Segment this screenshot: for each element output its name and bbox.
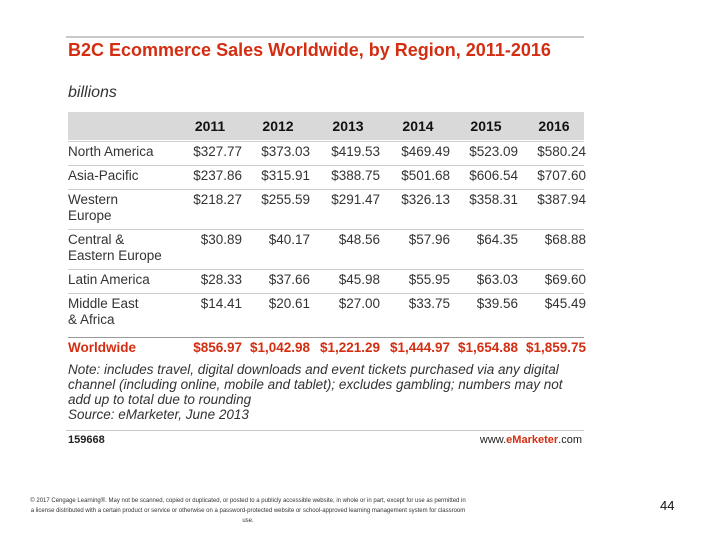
chart-id: 159668 [68,434,105,446]
cell: $63.03 [476,272,518,287]
cell: $39.56 [476,296,518,311]
copyright-notice: © 2017 Cengage Learning®. May not be sca… [30,498,466,524]
table-row: Central & Eastern Europe $30.89 $40.17 $… [68,229,586,270]
region-label: Latin America [68,272,150,287]
source-url: www.eMarketer.com [480,434,582,446]
year-header: 2016 [538,118,570,134]
figure-subtitle: billions [68,84,117,101]
year-header: 2013 [332,118,364,134]
cell: $33.75 [408,296,450,311]
region-label: Worldwide [68,340,137,355]
region-label: North America [68,144,154,159]
year-header: 2014 [402,118,434,134]
cell: $69.60 [544,272,586,287]
url-suffix: .com [558,434,582,446]
table-row-total: Worldwide $856.97 $1,042.98 $1,221.29 $1… [68,337,586,362]
cell: $255.59 [261,192,310,207]
table-row: Asia-Pacific $237.86 $315.91 $388.75 $50… [68,165,586,190]
cell: $1,444.97 [389,340,450,355]
cell: $523.09 [469,144,518,159]
cell: $327.77 [193,144,242,159]
cell: $326.13 [401,192,450,207]
note-text: Note: includes travel, digital downloads… [68,362,563,407]
cell: $30.89 [200,232,242,247]
cell: $27.00 [338,296,380,311]
table-row: Western Europe $218.27 $255.59 $291.47 $… [68,189,586,230]
cell: $1,221.29 [319,340,380,355]
header-band [68,112,584,140]
table-row: Latin America $28.33 $37.66 $45.98 $55.9… [68,269,586,294]
table-row: Middle East & Africa $14.41 $20.61 $27.0… [68,293,586,334]
cell: $373.03 [261,144,310,159]
figure-title: B2C Ecommerce Sales Worldwide, by Region… [68,40,551,60]
source-text: Source: eMarketer, June 2013 [68,407,249,422]
cell: $237.86 [193,168,242,183]
cell: $580.24 [537,144,586,159]
table-row: North America $327.77 $373.03 $419.53 $4… [68,141,586,166]
region-label: Asia-Pacific [68,168,139,183]
year-header-row: 2011 2012 2013 2014 2015 2016 [68,113,584,141]
url-brand: eMarketer [506,434,559,446]
page-number: 44 [660,498,675,513]
cell: $28.33 [200,272,242,287]
cell: $40.17 [268,232,310,247]
emarketer-figure: B2C Ecommerce Sales Worldwide, by Region… [66,36,586,448]
cell: $20.61 [268,296,310,311]
cell: $45.98 [338,272,380,287]
cell: $1,042.98 [249,340,310,355]
year-header: 2011 [194,118,226,134]
region-label: Western Europe [68,192,119,223]
region-label: Middle East & Africa [68,296,139,327]
cell: $45.49 [544,296,586,311]
cell: $57.96 [408,232,450,247]
cell: $501.68 [401,168,450,183]
cell: $68.88 [544,232,586,247]
cell: $469.49 [401,144,450,159]
top-rule [66,36,584,38]
cell: $358.31 [469,192,518,207]
cell: $64.35 [476,232,518,247]
cell: $707.60 [537,168,586,183]
bottom-rule [66,430,584,431]
cell: $419.53 [331,144,380,159]
cell: $48.56 [338,232,380,247]
cell: $387.94 [537,192,586,207]
cell: $37.66 [268,272,310,287]
year-header: 2015 [470,118,502,134]
region-label: Central & Eastern Europe [68,232,162,263]
figure-note: Note: includes travel, digital downloads… [68,362,584,422]
cell: $315.91 [261,168,310,183]
year-header: 2012 [262,118,294,134]
cell: $55.95 [408,272,450,287]
cell: $1,654.88 [457,340,518,355]
cell: $606.54 [469,168,518,183]
cell: $388.75 [331,168,380,183]
cell: $218.27 [193,192,242,207]
cell: $856.97 [193,340,242,355]
cell: $291.47 [331,192,380,207]
cell: $1,859.75 [525,340,586,355]
cell: $14.41 [200,296,242,311]
url-prefix: www. [479,434,507,446]
